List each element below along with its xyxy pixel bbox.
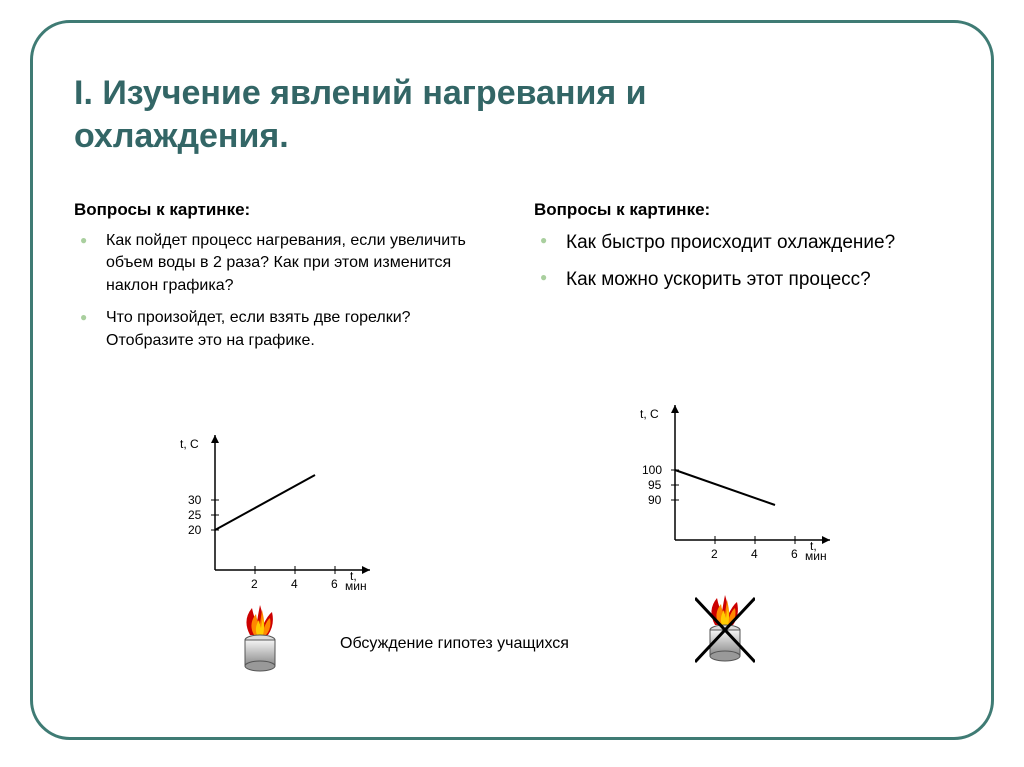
left-question-list: Как пойдет процесс нагревания, если увел… [74, 230, 494, 352]
heating-line [215, 475, 315, 530]
x-tick-label: 6 [331, 577, 338, 590]
burner-crossed-icon [695, 590, 755, 665]
x-axis-label-unit: мин [805, 549, 827, 560]
y-tick-label: 25 [188, 508, 202, 522]
y-tick-label: 95 [648, 478, 662, 492]
y-tick-label: 20 [188, 523, 202, 537]
x-tick-label: 6 [791, 547, 798, 560]
x-tick-label: 2 [711, 547, 718, 560]
x-tick-label: 2 [251, 577, 258, 590]
y-axis-label: t, C [640, 407, 659, 421]
page-title: I. Изучение явлений нагревания и охлажде… [74, 72, 774, 157]
y-axis-label: t, C [180, 437, 199, 451]
right-question-list: Как быстро происходит охлаждение? Как мо… [534, 230, 954, 293]
x-tick-label: 4 [291, 577, 298, 590]
right-subheading: Вопросы к картинке: [534, 200, 954, 220]
y-tick-label: 90 [648, 493, 662, 507]
burner-icon [230, 600, 290, 675]
columns: Вопросы к картинке: Как пойдет процесс н… [74, 200, 954, 362]
heating-chart: 20 25 30 2 4 6 t, C t, мин [160, 430, 380, 590]
y-tick-label: 30 [188, 493, 202, 507]
cooling-line [675, 470, 775, 505]
discussion-text: Обсуждение гипотез учащихся [340, 635, 569, 653]
column-right: Вопросы к картинке: Как быстро происходи… [534, 200, 954, 362]
list-item: Как пойдет процесс нагревания, если увел… [74, 230, 494, 297]
x-axis-label-unit: мин [345, 579, 367, 590]
list-item: Что произойдет, если взять две горелки? … [74, 307, 494, 352]
list-item: Как быстро происходит охлаждение? [534, 230, 954, 257]
list-item: Как можно ускорить этот процесс? [534, 267, 954, 294]
x-tick-label: 4 [751, 547, 758, 560]
left-subheading: Вопросы к картинке: [74, 200, 494, 220]
y-tick-label: 100 [642, 463, 662, 477]
cooling-chart: 90 95 100 2 4 6 t, C t, мин [620, 400, 840, 560]
column-left: Вопросы к картинке: Как пойдет процесс н… [74, 200, 494, 362]
